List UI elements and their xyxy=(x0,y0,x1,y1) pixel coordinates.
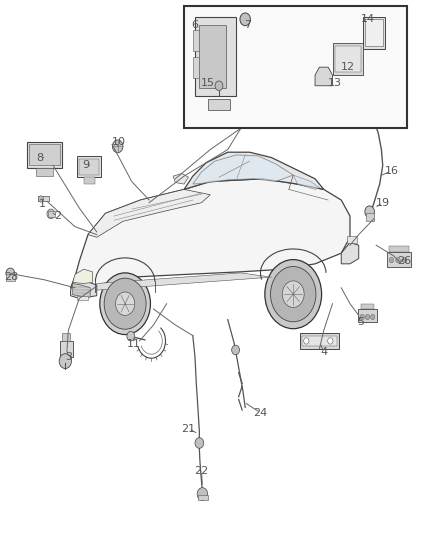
Text: 13: 13 xyxy=(328,78,342,88)
Circle shape xyxy=(369,112,379,125)
Polygon shape xyxy=(62,333,70,341)
Text: 1: 1 xyxy=(39,199,46,209)
Circle shape xyxy=(365,314,370,320)
Text: 22: 22 xyxy=(194,466,208,476)
Circle shape xyxy=(104,278,146,329)
Circle shape xyxy=(365,206,374,217)
Polygon shape xyxy=(48,211,55,217)
Text: 3: 3 xyxy=(65,352,72,362)
Polygon shape xyxy=(77,296,88,300)
Circle shape xyxy=(127,332,135,341)
Circle shape xyxy=(328,338,333,344)
Text: 5: 5 xyxy=(357,317,364,327)
Polygon shape xyxy=(88,189,210,237)
Polygon shape xyxy=(332,43,363,75)
Polygon shape xyxy=(35,168,53,176)
Circle shape xyxy=(197,488,208,500)
Polygon shape xyxy=(389,246,409,252)
Text: 16: 16 xyxy=(385,166,399,176)
Text: 28: 28 xyxy=(4,272,19,282)
Circle shape xyxy=(271,266,316,322)
Text: 4: 4 xyxy=(320,346,327,357)
Polygon shape xyxy=(195,17,237,96)
Circle shape xyxy=(360,314,364,320)
Polygon shape xyxy=(302,336,337,346)
Polygon shape xyxy=(193,30,199,51)
Circle shape xyxy=(113,140,123,153)
Polygon shape xyxy=(84,177,95,183)
Text: 12: 12 xyxy=(341,62,355,72)
Polygon shape xyxy=(199,25,226,88)
Circle shape xyxy=(371,314,375,320)
Text: 10: 10 xyxy=(112,136,126,147)
Polygon shape xyxy=(71,277,97,298)
Text: 14: 14 xyxy=(360,14,374,25)
Circle shape xyxy=(59,354,71,368)
Polygon shape xyxy=(71,179,350,290)
Circle shape xyxy=(396,257,400,263)
Polygon shape xyxy=(60,341,73,357)
Text: 9: 9 xyxy=(82,160,89,171)
Circle shape xyxy=(116,292,135,316)
Circle shape xyxy=(232,345,240,355)
Polygon shape xyxy=(38,196,49,201)
Circle shape xyxy=(38,196,43,202)
Polygon shape xyxy=(27,142,62,168)
Text: 21: 21 xyxy=(181,424,195,434)
Polygon shape xyxy=(335,46,361,72)
Polygon shape xyxy=(77,156,101,177)
Polygon shape xyxy=(7,274,15,281)
Polygon shape xyxy=(184,152,324,189)
Circle shape xyxy=(195,438,204,448)
Circle shape xyxy=(265,260,321,329)
Circle shape xyxy=(403,257,407,263)
Polygon shape xyxy=(366,213,374,221)
Polygon shape xyxy=(73,269,92,284)
Text: 2: 2 xyxy=(54,211,61,221)
Polygon shape xyxy=(365,19,383,46)
Polygon shape xyxy=(387,252,411,266)
Circle shape xyxy=(6,268,14,279)
Polygon shape xyxy=(198,495,208,500)
Text: 11: 11 xyxy=(127,338,141,349)
Polygon shape xyxy=(73,284,90,297)
Polygon shape xyxy=(208,99,230,110)
Circle shape xyxy=(100,273,150,335)
Text: 8: 8 xyxy=(36,152,43,163)
Polygon shape xyxy=(347,236,357,243)
Polygon shape xyxy=(293,175,319,189)
Circle shape xyxy=(283,281,304,308)
Polygon shape xyxy=(315,67,332,86)
Polygon shape xyxy=(92,273,272,290)
Text: 19: 19 xyxy=(376,198,390,208)
Polygon shape xyxy=(29,144,60,165)
Polygon shape xyxy=(193,155,293,184)
Polygon shape xyxy=(363,17,385,49)
Bar xyxy=(184,6,407,128)
Polygon shape xyxy=(358,309,377,322)
Circle shape xyxy=(389,257,394,263)
Circle shape xyxy=(304,338,309,344)
Text: 24: 24 xyxy=(253,408,268,418)
Circle shape xyxy=(215,81,223,91)
Text: 15: 15 xyxy=(201,78,215,88)
Polygon shape xyxy=(300,333,339,349)
Polygon shape xyxy=(371,110,378,119)
Polygon shape xyxy=(361,304,374,309)
Polygon shape xyxy=(193,56,199,78)
Text: 7: 7 xyxy=(244,20,251,30)
Polygon shape xyxy=(79,159,99,174)
Text: 6: 6 xyxy=(191,20,198,30)
Circle shape xyxy=(240,13,251,26)
Text: 26: 26 xyxy=(398,256,412,266)
Polygon shape xyxy=(341,243,359,264)
Circle shape xyxy=(47,209,55,219)
Polygon shape xyxy=(173,173,188,184)
